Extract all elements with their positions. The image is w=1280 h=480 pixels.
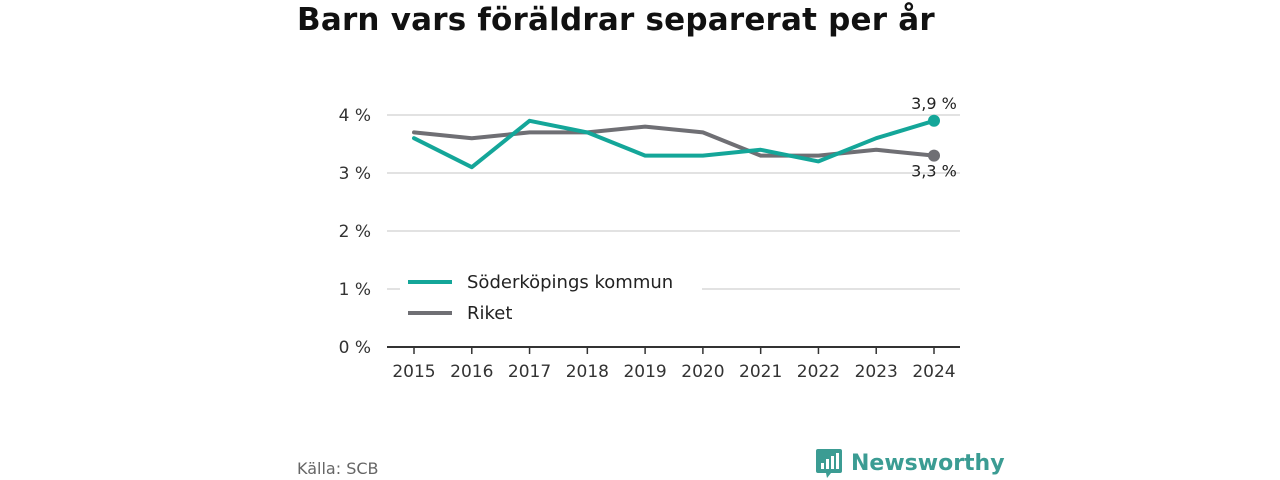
- x-tick-label: 2019: [623, 362, 666, 382]
- x-tick-label: 2020: [681, 362, 724, 382]
- legend-background: [400, 265, 702, 333]
- end-label-riket: 3,3 %: [911, 162, 957, 181]
- x-tick-label: 2022: [797, 362, 840, 382]
- legend-label: Riket: [467, 303, 512, 324]
- x-axis: 2015 2016 2017 2018 2019 2020 2021 2022 2023 2024: [387, 346, 960, 382]
- y-tick-label: 2 %: [339, 222, 371, 242]
- legend: Söderköpings kommun Riket: [400, 265, 702, 333]
- x-tick-label: 2021: [739, 362, 782, 382]
- y-tick-label: 3 %: [339, 164, 371, 184]
- series-line-kommun: [412, 118, 936, 170]
- x-tick-label: 2017: [508, 362, 551, 382]
- y-axis: 0 % 1 % 2 % 3 % 4 %: [339, 106, 371, 358]
- x-tick-label: 2018: [566, 362, 609, 382]
- chart-title: Barn vars föräldrar separerat per år: [297, 2, 935, 38]
- newsworthy-logo-icon: [816, 449, 842, 478]
- y-tick-label: 1 %: [339, 280, 371, 300]
- y-tick-label: 0 %: [339, 338, 371, 358]
- brand-name: Newsworthy: [851, 450, 1005, 476]
- end-point-kommun: [928, 114, 940, 127]
- legend-label: Söderköpings kommun: [467, 272, 673, 293]
- y-tick-label: 4 %: [339, 106, 371, 126]
- end-point-riket: [928, 149, 940, 162]
- series-lines: 3,9 % 3,3 %: [412, 94, 957, 181]
- x-tick-label: 2023: [855, 362, 898, 382]
- x-tick-label: 2024: [912, 362, 955, 382]
- x-tick-label: 2015: [392, 362, 435, 382]
- series-line-riket: [412, 124, 936, 158]
- source-note: Källa: SCB: [297, 459, 379, 478]
- end-label-kommun: 3,9 %: [911, 94, 957, 113]
- brand-logo[interactable]: Newsworthy: [815, 447, 1005, 479]
- x-tick-label: 2016: [450, 362, 493, 382]
